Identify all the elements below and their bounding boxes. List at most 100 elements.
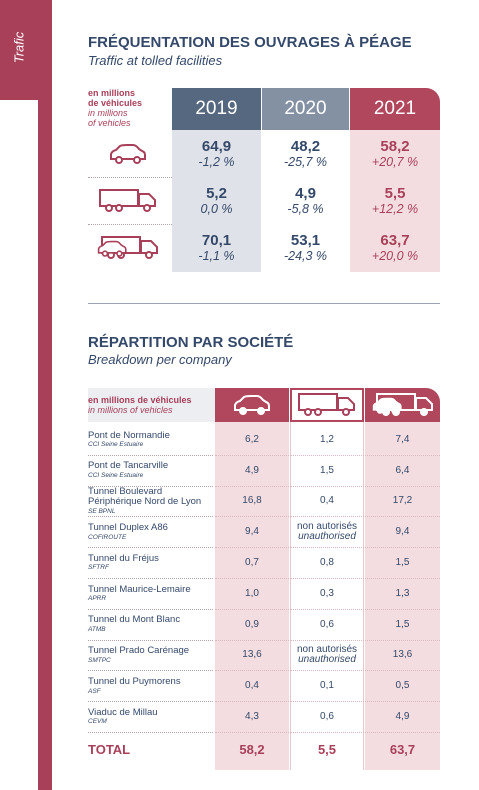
value: 6,4: [395, 464, 410, 476]
row-separator: [88, 177, 172, 178]
icon-car: [92, 141, 164, 167]
value-cell: 9,4: [215, 517, 289, 549]
value-cell: 70,1 -1,1 %: [172, 225, 261, 271]
value: 1,3: [395, 587, 410, 599]
facility-name: Pont de Normandie: [88, 429, 170, 441]
value-cell: 64,9 -1,2 %: [172, 131, 261, 177]
unit-label: en millions de véhicules in millions of veh…: [88, 88, 170, 128]
value-cell: 63,7 +20,0 %: [350, 225, 440, 271]
value: 63,7: [380, 231, 410, 249]
unit-fr: de véhicules: [88, 98, 143, 108]
icon-truck: [290, 388, 364, 422]
value: 0,8: [320, 557, 334, 569]
value: 0,6: [320, 618, 334, 630]
total-value: 5,5: [317, 741, 337, 757]
year-column: [172, 130, 261, 272]
value: 4,9: [245, 464, 259, 476]
value: 0,9: [245, 618, 259, 630]
unit-fr: en millions: [88, 88, 136, 98]
operator: CCI Seine Estuaire: [88, 471, 144, 479]
value-cell: 4,9: [365, 702, 440, 733]
value-cell: 0,4: [290, 487, 364, 518]
total-value: 58,2: [239, 741, 265, 757]
value: 64,9: [201, 137, 232, 155]
unit-header: en millions de véhicules in millions of v…: [88, 388, 215, 422]
value-cell: 0,6: [290, 702, 364, 733]
value-cell: 58,2 +20,7 %: [350, 131, 440, 177]
value: 13,6: [242, 649, 262, 661]
value-cell: 1,5: [365, 548, 440, 579]
value-cell: 6,4: [365, 456, 440, 487]
value-cell: 17,2: [365, 487, 440, 518]
value: 1,2: [320, 433, 334, 445]
sidebar-strip: [38, 0, 52, 790]
year-header: 2020: [262, 88, 349, 130]
section-subtitle: Breakdown per company: [88, 352, 232, 367]
value: 0,1: [320, 680, 334, 692]
sidebar-block: [0, 0, 38, 100]
value-note: unauthorised: [298, 531, 356, 543]
value: non autorisés: [296, 521, 358, 533]
facility-name: Viaduc de Millau: [88, 706, 158, 718]
section-title: RÉPARTITION PAR SOCIÉTÉ: [88, 334, 294, 351]
facility-name: Tunnel Boulevard Périphérique Nord de Ly…: [88, 485, 202, 508]
value-cell: 4,3: [215, 702, 289, 733]
value: 0,4: [245, 680, 259, 692]
value-cell: 0,6: [290, 610, 364, 641]
value: 16,8: [242, 495, 262, 507]
company-label: Viaduc de Millau CEVM: [88, 702, 213, 733]
change: +12,2 %: [371, 201, 419, 216]
value-cell: 1,5: [290, 456, 364, 487]
value: 53,1: [290, 231, 321, 249]
facility-name: Tunnel Prado Carénage: [88, 645, 190, 657]
value-cell: 0,5: [365, 671, 440, 703]
value: 9,4: [395, 526, 410, 538]
company-label: Tunnel du Mont Blanc ATMB: [88, 610, 213, 641]
change: 0,0 %: [200, 201, 233, 216]
unit-fr: en millions de véhicules: [88, 395, 192, 405]
year-column: [262, 130, 349, 272]
facility-name: Tunnel du Puymorens: [88, 676, 181, 688]
value: non autorisés: [296, 644, 358, 656]
operator: APRR: [88, 595, 107, 603]
value: 1,5: [320, 464, 334, 476]
value-cell: 4,9: [215, 456, 289, 487]
operator: ASF: [88, 687, 101, 695]
year-column: [350, 130, 440, 272]
value-cell: 0,9: [215, 610, 289, 641]
unit-en: in millions: [88, 108, 128, 118]
value-cell: 13,6: [365, 641, 440, 672]
year-header: 2021: [350, 88, 440, 130]
value-cell: 1,0: [215, 579, 289, 610]
operator: SMTPC: [88, 656, 111, 664]
value-cell: 6,2: [215, 425, 289, 456]
value: 1,0: [245, 587, 259, 599]
company-label: Tunnel Maurice-Lemaire APRR: [88, 579, 213, 610]
icon-car: [215, 388, 289, 422]
value: 4,3: [245, 711, 259, 723]
value-cell: 0,1: [290, 671, 364, 703]
value-cell: non autorisés unauthorised: [290, 641, 364, 672]
value-cell: 1,2: [290, 425, 364, 456]
company-column: [290, 422, 364, 770]
company-column: [365, 422, 440, 770]
value: 0,3: [320, 587, 334, 599]
value: 6,2: [245, 433, 259, 445]
value: 4,9: [395, 711, 410, 723]
company-label: Tunnel Duplex A86 COFIROUTE: [88, 517, 213, 549]
company-label: Tunnel du Puymorens ASF: [88, 671, 213, 703]
value: 13,6: [392, 649, 413, 661]
value: 0,7: [245, 557, 259, 569]
total-value: 63,7: [389, 741, 416, 757]
company-label: Tunnel Prado Carénage SMTPC: [88, 641, 213, 672]
value-cell: non autorisés unauthorised: [290, 517, 364, 549]
value: 0,4: [320, 495, 334, 507]
facility-name: Pont de Tancarville: [88, 460, 169, 472]
facility-name: Tunnel Duplex A86: [88, 522, 168, 534]
change: -1,1 %: [198, 248, 235, 263]
icon-truck: [92, 188, 164, 214]
icon-both: [92, 235, 164, 261]
company-label: Pont de Tancarville CCI Seine Estuaire: [88, 456, 213, 487]
value-cell: 1,5: [365, 610, 440, 641]
row-separator: [88, 224, 172, 225]
